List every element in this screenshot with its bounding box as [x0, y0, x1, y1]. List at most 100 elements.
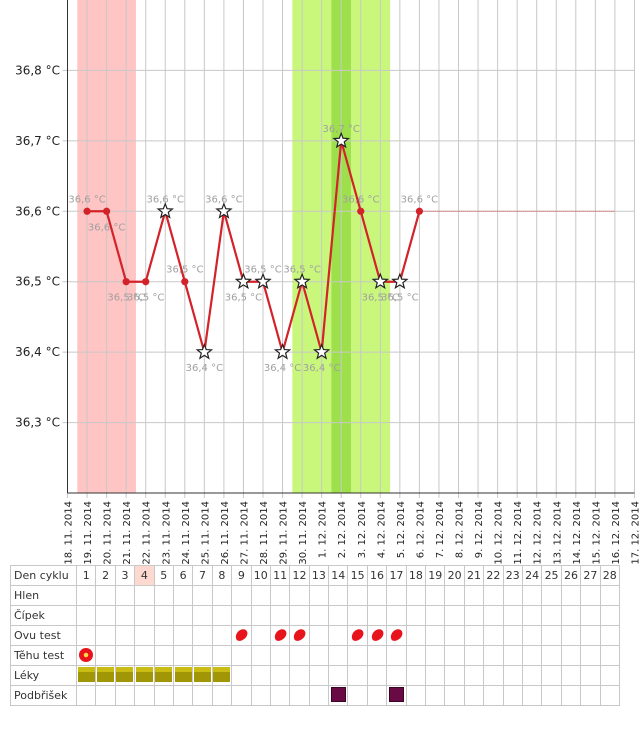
- symptom-cell[interactable]: [463, 665, 485, 686]
- symptom-cell[interactable]: [463, 625, 485, 646]
- symptom-cell[interactable]: [250, 685, 271, 706]
- symptom-cell[interactable]: [192, 665, 213, 686]
- symptom-cell[interactable]: [599, 645, 620, 666]
- symptom-cell[interactable]: [153, 625, 174, 646]
- symptom-cell[interactable]: [172, 605, 194, 626]
- symptom-cell[interactable]: [425, 605, 446, 626]
- symptom-cell[interactable]: [386, 685, 407, 706]
- symptom-cell[interactable]: [483, 605, 504, 626]
- symptom-cell[interactable]: [599, 625, 620, 646]
- symptom-cell[interactable]: [289, 645, 310, 666]
- symptom-cell[interactable]: [521, 625, 543, 646]
- symptom-cell[interactable]: [172, 645, 194, 666]
- symptom-cell[interactable]: [172, 585, 194, 606]
- symptom-cell[interactable]: [463, 585, 485, 606]
- symptom-cell[interactable]: [405, 625, 427, 646]
- symptom-cell[interactable]: [425, 665, 446, 686]
- symptom-cell[interactable]: [114, 585, 136, 606]
- symptom-cell[interactable]: [580, 685, 601, 706]
- symptom-cell[interactable]: [308, 605, 330, 626]
- symptom-cell[interactable]: [172, 625, 194, 646]
- symptom-cell[interactable]: [95, 665, 116, 686]
- symptom-cell[interactable]: [502, 625, 523, 646]
- symptom-cell[interactable]: [231, 585, 252, 606]
- symptom-cell[interactable]: [192, 585, 213, 606]
- symptom-cell[interactable]: [541, 625, 562, 646]
- symptom-cell[interactable]: [289, 625, 310, 646]
- symptom-cell[interactable]: [366, 605, 388, 626]
- symptom-cell[interactable]: [541, 605, 562, 626]
- symptom-cell[interactable]: [231, 625, 252, 646]
- symptom-cell[interactable]: [386, 645, 407, 666]
- symptom-cell[interactable]: [541, 665, 562, 686]
- symptom-cell[interactable]: [211, 665, 233, 686]
- symptom-cell[interactable]: [95, 585, 116, 606]
- symptom-cell[interactable]: [366, 645, 388, 666]
- symptom-cell[interactable]: [580, 625, 601, 646]
- symptom-cell[interactable]: [153, 645, 174, 666]
- symptom-cell[interactable]: [405, 665, 427, 686]
- symptom-cell[interactable]: [483, 585, 504, 606]
- symptom-cell[interactable]: [599, 665, 620, 686]
- symptom-cell[interactable]: [425, 625, 446, 646]
- symptom-cell[interactable]: [192, 625, 213, 646]
- symptom-cell[interactable]: [75, 585, 97, 606]
- symptom-cell[interactable]: [172, 685, 194, 706]
- symptom-cell[interactable]: [328, 665, 349, 686]
- symptom-cell[interactable]: [328, 685, 349, 706]
- symptom-cell[interactable]: [269, 625, 291, 646]
- symptom-cell[interactable]: [483, 645, 504, 666]
- symptom-cell[interactable]: [114, 625, 136, 646]
- symptom-cell[interactable]: [366, 585, 388, 606]
- symptom-cell[interactable]: [541, 685, 562, 706]
- symptom-cell[interactable]: [405, 605, 427, 626]
- symptom-cell[interactable]: [444, 625, 465, 646]
- symptom-cell[interactable]: [560, 665, 582, 686]
- symptom-cell[interactable]: [347, 605, 368, 626]
- symptom-cell[interactable]: [347, 685, 368, 706]
- symptom-cell[interactable]: [366, 685, 388, 706]
- symptom-cell[interactable]: [114, 665, 136, 686]
- symptom-cell[interactable]: [386, 605, 407, 626]
- symptom-cell[interactable]: [580, 605, 601, 626]
- symptom-cell[interactable]: [269, 605, 291, 626]
- symptom-cell[interactable]: [425, 645, 446, 666]
- symptom-cell[interactable]: [75, 605, 97, 626]
- symptom-cell[interactable]: [502, 645, 523, 666]
- symptom-cell[interactable]: [250, 645, 271, 666]
- symptom-cell[interactable]: [114, 645, 136, 666]
- symptom-cell[interactable]: [192, 645, 213, 666]
- symptom-cell[interactable]: [599, 605, 620, 626]
- symptom-cell[interactable]: [405, 685, 427, 706]
- symptom-cell[interactable]: [95, 685, 116, 706]
- symptom-cell[interactable]: [250, 585, 271, 606]
- symptom-cell[interactable]: [521, 605, 543, 626]
- symptom-cell[interactable]: [560, 685, 582, 706]
- symptom-cell[interactable]: [444, 685, 465, 706]
- symptom-cell[interactable]: [521, 585, 543, 606]
- symptom-cell[interactable]: [386, 585, 407, 606]
- symptom-cell[interactable]: [444, 585, 465, 606]
- symptom-cell[interactable]: [250, 625, 271, 646]
- symptom-cell[interactable]: [502, 685, 523, 706]
- symptom-cell[interactable]: [211, 585, 233, 606]
- symptom-cell[interactable]: [134, 605, 155, 626]
- symptom-cell[interactable]: [483, 625, 504, 646]
- symptom-cell[interactable]: [269, 685, 291, 706]
- symptom-cell[interactable]: [386, 625, 407, 646]
- symptom-cell[interactable]: [75, 645, 97, 666]
- symptom-cell[interactable]: [250, 605, 271, 626]
- symptom-cell[interactable]: [328, 585, 349, 606]
- symptom-cell[interactable]: [425, 685, 446, 706]
- symptom-cell[interactable]: [444, 665, 465, 686]
- symptom-cell[interactable]: [192, 605, 213, 626]
- symptom-cell[interactable]: [599, 685, 620, 706]
- symptom-cell[interactable]: [502, 665, 523, 686]
- symptom-cell[interactable]: [134, 665, 155, 686]
- symptom-cell[interactable]: [560, 625, 582, 646]
- symptom-cell[interactable]: [211, 605, 233, 626]
- symptom-cell[interactable]: [250, 665, 271, 686]
- symptom-cell[interactable]: [114, 605, 136, 626]
- symptom-cell[interactable]: [75, 685, 97, 706]
- symptom-cell[interactable]: [502, 605, 523, 626]
